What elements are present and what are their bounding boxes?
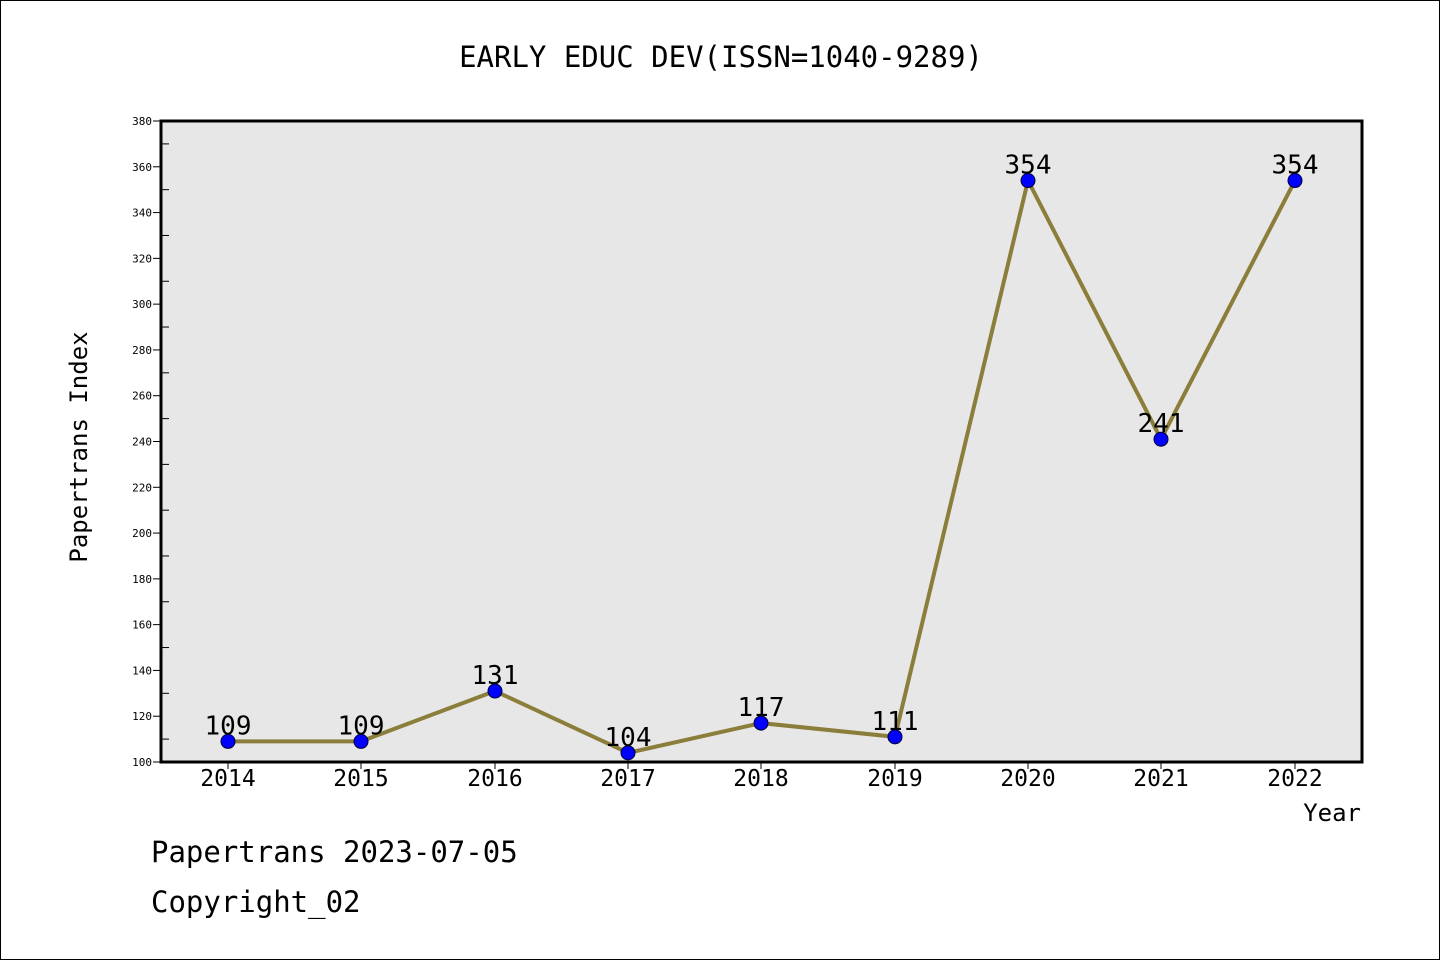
y-tick-label: 120 — [132, 710, 152, 723]
marker-group — [220, 173, 1303, 761]
data-point — [353, 733, 369, 749]
y-tick-label: 320 — [132, 252, 152, 265]
data-label: 131 — [472, 661, 519, 691]
data-label: 111 — [872, 707, 919, 737]
x-tick-label: 2014 — [200, 766, 255, 792]
x-tick-label: 2020 — [1000, 766, 1055, 792]
data-label: 354 — [1272, 151, 1319, 181]
y-tick-label: 380 — [132, 115, 152, 128]
footer-date: Papertrans 2023-07-05 — [151, 835, 518, 869]
x-tick-label: 2016 — [467, 766, 522, 792]
data-label: 354 — [1005, 151, 1052, 181]
data-point — [753, 715, 769, 731]
y-tick-label: 360 — [132, 161, 152, 174]
x-tick-label: 2017 — [600, 766, 655, 792]
y-tick-label: 300 — [132, 298, 152, 311]
data-point — [220, 733, 236, 749]
data-label: 241 — [1138, 409, 1185, 439]
x-tick-label: 2015 — [333, 766, 388, 792]
y-tick-label: 140 — [132, 664, 152, 677]
data-label: 109 — [205, 711, 252, 741]
data-label: 109 — [338, 711, 385, 741]
data-point — [487, 683, 503, 699]
x-tick-label: 2018 — [733, 766, 788, 792]
x-tick-label: 2019 — [867, 766, 922, 792]
y-tick-label: 240 — [132, 436, 152, 449]
data-point — [1287, 173, 1303, 189]
footer-copyright: Copyright_02 — [151, 885, 361, 919]
data-point — [1153, 431, 1169, 447]
data-point — [887, 729, 903, 745]
x-tick-label: 2022 — [1267, 766, 1322, 792]
x-axis: 2014 2015 2016 2017 2018 2019 2020 2021 2022 — [200, 762, 1323, 792]
plot-area — [159, 119, 1364, 764]
data-label: 104 — [605, 723, 652, 753]
data-label: 117 — [738, 693, 785, 723]
y-axis: 100 120 140 160 180 200 220 240 260 280 300 320 340 3… — [132, 115, 169, 769]
y-tick-label: 280 — [132, 344, 152, 357]
y-tick-label: 260 — [132, 390, 152, 403]
y-tick-label: 180 — [132, 573, 152, 586]
y-tick-label: 340 — [132, 207, 152, 220]
data-point — [1020, 173, 1036, 189]
x-tick-label: 2021 — [1133, 766, 1188, 792]
chart-title: EARLY EDUC DEV(ISSN=1040-9289) — [459, 40, 983, 74]
y-tick-label: 200 — [132, 527, 152, 540]
data-point — [620, 745, 636, 761]
y-tick-label: 100 — [132, 756, 152, 769]
y-axis-label: Papertrans Index — [65, 331, 93, 562]
data-label-group: 109 109 131 104 117 111 354 241 354 — [205, 151, 1319, 753]
x-axis-label: Year — [1303, 799, 1361, 827]
y-tick-label: 220 — [132, 481, 152, 494]
y-tick-label: 160 — [132, 619, 152, 632]
